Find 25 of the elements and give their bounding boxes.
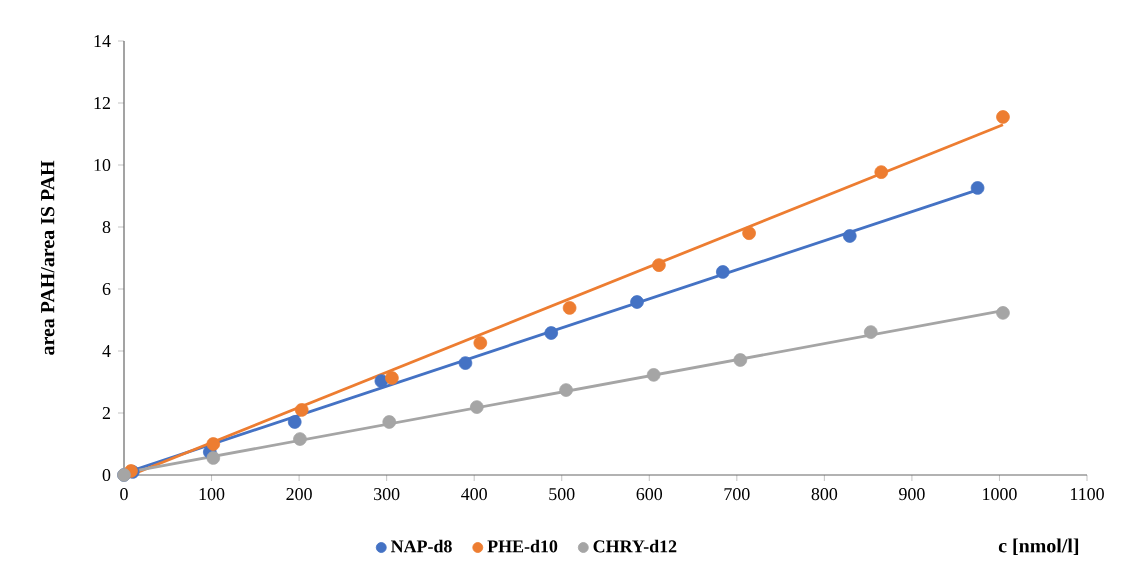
x-tick-label: 300 <box>374 488 400 501</box>
y-tick-label: 6 <box>102 282 111 296</box>
y-tick-label: 14 <box>94 35 111 47</box>
y-tick-label: 0 <box>102 468 111 482</box>
y-axis-title: area PAH/area IS PAH <box>40 160 55 355</box>
legend-label: CHRY-d12 <box>593 539 677 553</box>
y-tick-label: 10 <box>94 158 111 172</box>
y-tick-label: 2 <box>102 407 110 419</box>
x-tick-label: 500 <box>549 488 575 501</box>
x-tick-label: 400 <box>461 488 487 501</box>
x-tick-label: 100 <box>199 488 225 501</box>
y-tick-label: 4 <box>102 345 111 357</box>
legend-label: NAP-d8 <box>390 539 452 553</box>
x-tick-label: 0 <box>120 488 128 501</box>
y-tick-label: 8 <box>102 220 111 234</box>
x-tick-label: 1000 <box>983 488 1017 501</box>
x-tick-label: 600 <box>636 488 663 501</box>
x-tick-label: 700 <box>724 488 750 501</box>
legend-label: PHE-d10 <box>487 539 558 553</box>
x-tick-label: 900 <box>899 488 925 501</box>
x-tick-label: 200 <box>286 488 312 501</box>
x-axis-title: c [nmol/l] <box>998 538 1079 555</box>
x-tick-label: 1100 <box>1070 488 1104 501</box>
x-tick-label: 800 <box>811 488 838 501</box>
y-tick-label: 12 <box>94 97 110 109</box>
